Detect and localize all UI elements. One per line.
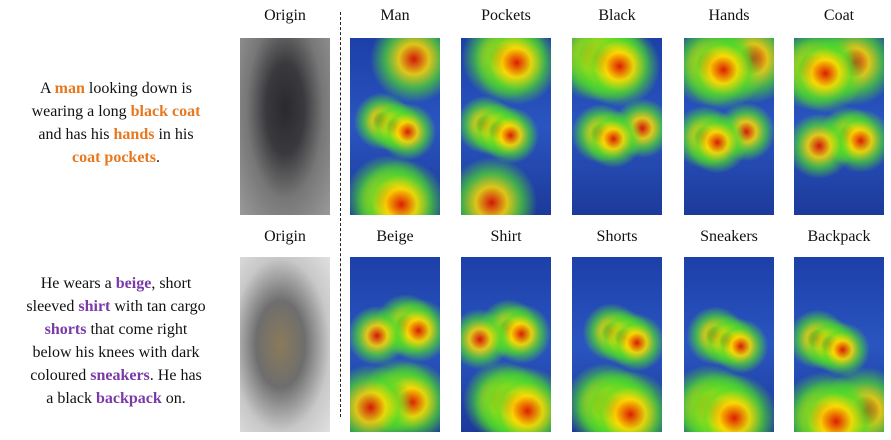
heatmap-image [240, 38, 330, 215]
caption-text: below his knees with dark [32, 344, 200, 361]
caption-text: in his [154, 126, 194, 143]
caption-line: shorts that come right [0, 318, 232, 341]
caption-text: . He has [149, 367, 202, 384]
keyword: coat pockets [72, 149, 156, 166]
heatmap-image [684, 38, 774, 215]
caption-line: A man looking down is [0, 77, 232, 100]
caption-text: looking down is [84, 80, 193, 97]
caption-line: sleeved shirt with tan cargo [0, 295, 232, 318]
heatmap-image [240, 257, 330, 432]
caption-line: a black backpack on. [0, 387, 232, 410]
caption-text: He wears a [40, 275, 116, 292]
heatmap-image [350, 38, 440, 215]
panel-label: Backpack [807, 228, 871, 245]
panel-label: Black [598, 7, 636, 24]
caption-text: , short [151, 275, 192, 292]
panel-label: Coat [823, 7, 855, 24]
divider [340, 12, 341, 417]
caption: He wears a beige, short sleeved shirt wit… [0, 272, 232, 410]
heatmap-image [461, 257, 551, 432]
keyword: backpack [95, 390, 162, 407]
panel-label: Man [380, 7, 410, 24]
caption-line: coloured sneakers. He has [0, 364, 232, 387]
caption-line: below his knees with dark [0, 341, 232, 364]
caption-text: sleeved [26, 298, 79, 315]
keyword: hands [113, 126, 155, 143]
heatmap-image [794, 257, 884, 432]
caption: A man looking down is wearing a long blac… [0, 77, 232, 169]
caption-text: a black [46, 390, 96, 407]
panel-label: Beige [376, 228, 414, 245]
panel-label: Pockets [481, 7, 531, 24]
keyword: shorts [44, 321, 87, 338]
heatmap-image [684, 257, 774, 432]
panel-label: Shirt [490, 228, 522, 245]
panel-label: Hands [708, 7, 750, 24]
caption-text: A [39, 80, 55, 97]
caption-text: that come right [86, 321, 188, 338]
heatmap-image [350, 257, 440, 432]
panel-label: Sneakers [700, 228, 758, 245]
keyword: man [54, 80, 85, 97]
heatmap-image [572, 257, 662, 432]
caption-line: wearing a long black coat [0, 100, 232, 123]
panel-label: Origin [264, 7, 306, 24]
caption-line: and has his hands in his [0, 123, 232, 146]
caption-text: coloured [30, 367, 91, 384]
caption-text: . [155, 149, 160, 166]
panel-label: Origin [264, 228, 306, 245]
caption-line: He wears a beige, short [0, 272, 232, 295]
caption-text: on. [161, 390, 186, 407]
caption-text: wearing a long [31, 103, 131, 120]
keyword: sneakers [90, 367, 150, 384]
heatmap-image [572, 38, 662, 215]
panel-label: Shorts [596, 228, 638, 245]
heatmap-image [461, 38, 551, 215]
keyword: black coat [130, 103, 201, 120]
caption-text: with tan cargo [110, 298, 206, 315]
caption-line: coat pockets. [0, 146, 232, 169]
heatmap-image [794, 38, 884, 215]
keyword: shirt [78, 298, 111, 315]
caption-text: and has his [38, 126, 114, 143]
keyword: beige [115, 275, 152, 292]
